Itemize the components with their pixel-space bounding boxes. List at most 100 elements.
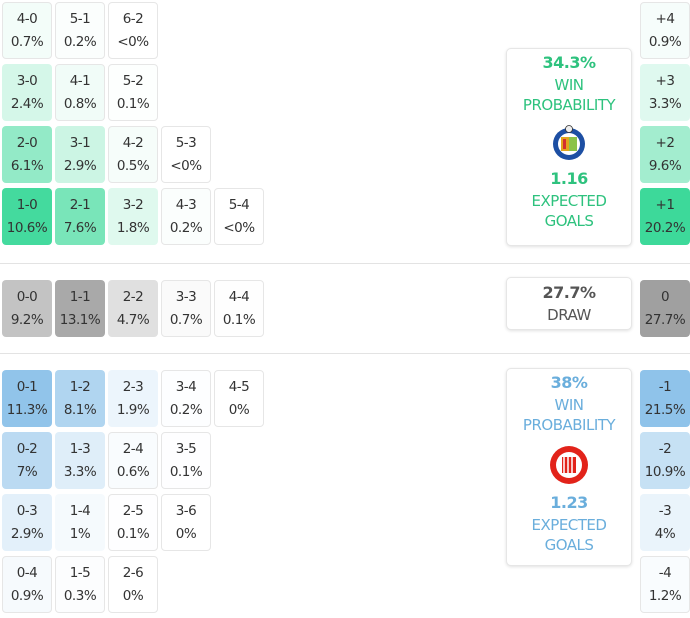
probability-value: <0%	[223, 219, 255, 236]
score-label: 2-4	[122, 440, 144, 457]
score-label: 0-1	[16, 378, 38, 395]
probability-value: 0.5%	[116, 157, 150, 174]
probability-value: 0.1%	[116, 95, 150, 112]
score-label: 4-3	[175, 196, 197, 213]
probability-value: 7%	[16, 463, 38, 480]
score-label: +2	[655, 134, 675, 151]
scoreline-cell: 1-2 8.1%	[55, 370, 105, 427]
home-xg: 1.16	[550, 169, 588, 188]
score-label: 1-1	[69, 288, 91, 305]
scoreline-cell: 2-0 6.1%	[2, 126, 52, 183]
away-win-label: WIN PROBABILITY	[522, 395, 616, 435]
scoreline-cell: 3-1 2.9%	[55, 126, 105, 183]
probability-value: 4%	[654, 525, 676, 542]
probability-value: 0.2%	[63, 33, 97, 50]
probability-value: 2.4%	[10, 95, 44, 112]
home-summary-card: 34.3% WIN PROBABILITY 1.16 EXPECTED GOALS	[506, 48, 632, 246]
scoreline-cell: 3-5 0.1%	[161, 432, 211, 489]
score-label: 2-3	[122, 378, 144, 395]
draw-label: DRAW	[547, 306, 591, 324]
goal-margin-cell: -3 4%	[640, 494, 690, 551]
probability-value: 0%	[228, 401, 250, 418]
probability-value: 11.3%	[6, 401, 48, 418]
score-label: 2-5	[122, 502, 144, 519]
scoreline-cell: 1-4 1%	[55, 494, 105, 551]
girona-crest-icon	[550, 446, 588, 484]
scoreline-cell: 0-1 11.3%	[2, 370, 52, 427]
probability-value: 9.6%	[648, 157, 682, 174]
score-label: 6-2	[122, 10, 144, 27]
away-xg-label: EXPECTED GOALS	[532, 515, 607, 555]
score-label: 1-5	[69, 564, 91, 581]
label: WIN	[554, 76, 584, 94]
probability-value: 0.9%	[10, 587, 44, 604]
goal-margin-cell: 0 27.7%	[640, 280, 690, 337]
draw-summary-card: 27.7% DRAW	[506, 277, 632, 330]
score-label: 3-4	[175, 378, 197, 395]
scoreline-cell: 5-2 0.1%	[108, 64, 158, 121]
scoreline-cell: 4-5 0%	[214, 370, 264, 427]
score-label: +3	[655, 72, 675, 89]
score-label: 2-6	[122, 564, 144, 581]
goal-margin-cell: +2 9.6%	[640, 126, 690, 183]
probability-value: 4.7%	[116, 311, 150, 328]
probability-value: 10.6%	[6, 219, 48, 236]
probability-value: 0%	[122, 587, 144, 604]
probability-value: 0.1%	[116, 525, 150, 542]
probability-value: 0.8%	[63, 95, 97, 112]
probability-value: 9.2%	[10, 311, 44, 328]
probability-value: 20.2%	[644, 219, 686, 236]
probability-value: 2.9%	[63, 157, 97, 174]
label: EXPECTED	[531, 516, 607, 534]
label: PROBABILITY	[522, 416, 616, 434]
goal-margin-cell: -2 10.9%	[640, 432, 690, 489]
probability-value: 0.2%	[169, 401, 203, 418]
score-label: 4-4	[228, 288, 250, 305]
scoreline-cell: 2-4 0.6%	[108, 432, 158, 489]
probability-value: 3.3%	[648, 95, 682, 112]
probability-value: 10.9%	[644, 463, 686, 480]
probability-value: 0.1%	[169, 463, 203, 480]
score-label: 1-4	[69, 502, 91, 519]
score-label: 3-0	[16, 72, 38, 89]
score-label: 3-5	[175, 440, 197, 457]
probability-value: 0.2%	[169, 219, 203, 236]
probability-value: 1.8%	[116, 219, 150, 236]
scoreline-cell: 4-3 0.2%	[161, 188, 211, 245]
goal-margin-cell: +4 0.9%	[640, 2, 690, 59]
home-win-pct: 34.3%	[542, 53, 596, 72]
score-label: 5-4	[228, 196, 250, 213]
scoreline-cell: 2-2 4.7%	[108, 280, 158, 337]
probability-value: 0.9%	[648, 33, 682, 50]
scoreline-cell: 4-4 0.1%	[214, 280, 264, 337]
probability-value: 0.6%	[116, 463, 150, 480]
probability-value: 27.7%	[644, 311, 686, 328]
label: PROBABILITY	[522, 96, 616, 114]
probability-value: 6.1%	[10, 157, 44, 174]
goal-margin-cell: +1 20.2%	[640, 188, 690, 245]
probability-value: 13.1%	[59, 311, 101, 328]
label: GOALS	[544, 536, 594, 554]
home-win-label: WIN PROBABILITY	[522, 75, 616, 115]
score-label: 2-0	[16, 134, 38, 151]
scoreline-cell: 4-2 0.5%	[108, 126, 158, 183]
score-label: 5-1	[69, 10, 91, 27]
probability-value: 7.6%	[63, 219, 97, 236]
score-label: 4-1	[69, 72, 91, 89]
probability-value: 3.3%	[63, 463, 97, 480]
score-label: -3	[658, 502, 672, 519]
probability-value: 0.3%	[63, 587, 97, 604]
scoreline-cell: 0-2 7%	[2, 432, 52, 489]
probability-value: 2.9%	[10, 525, 44, 542]
scoreline-cell: 0-0 9.2%	[2, 280, 52, 337]
score-label: 0-2	[16, 440, 38, 457]
goal-margin-cell: -1 21.5%	[640, 370, 690, 427]
probability-value: 8.1%	[63, 401, 97, 418]
probability-value: <0%	[170, 157, 202, 174]
divider	[0, 353, 690, 354]
score-label: 0-3	[16, 502, 38, 519]
scoreline-cell: 3-6 0%	[161, 494, 211, 551]
probability-value: <0%	[117, 33, 149, 50]
divider	[0, 263, 690, 264]
label: GOALS	[544, 212, 594, 230]
